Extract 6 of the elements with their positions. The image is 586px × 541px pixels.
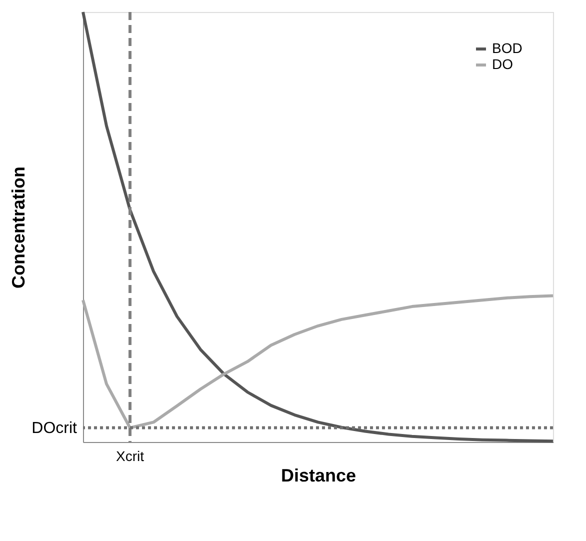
x-axis-title: Distance (280, 466, 356, 486)
text: Xcrit (116, 448, 144, 464)
ref-line-label: DOcrit (32, 420, 78, 437)
legend-label: BOD (492, 40, 522, 56)
y-axis-title: Concentration (8, 166, 28, 289)
legend-label: DO (492, 56, 514, 72)
